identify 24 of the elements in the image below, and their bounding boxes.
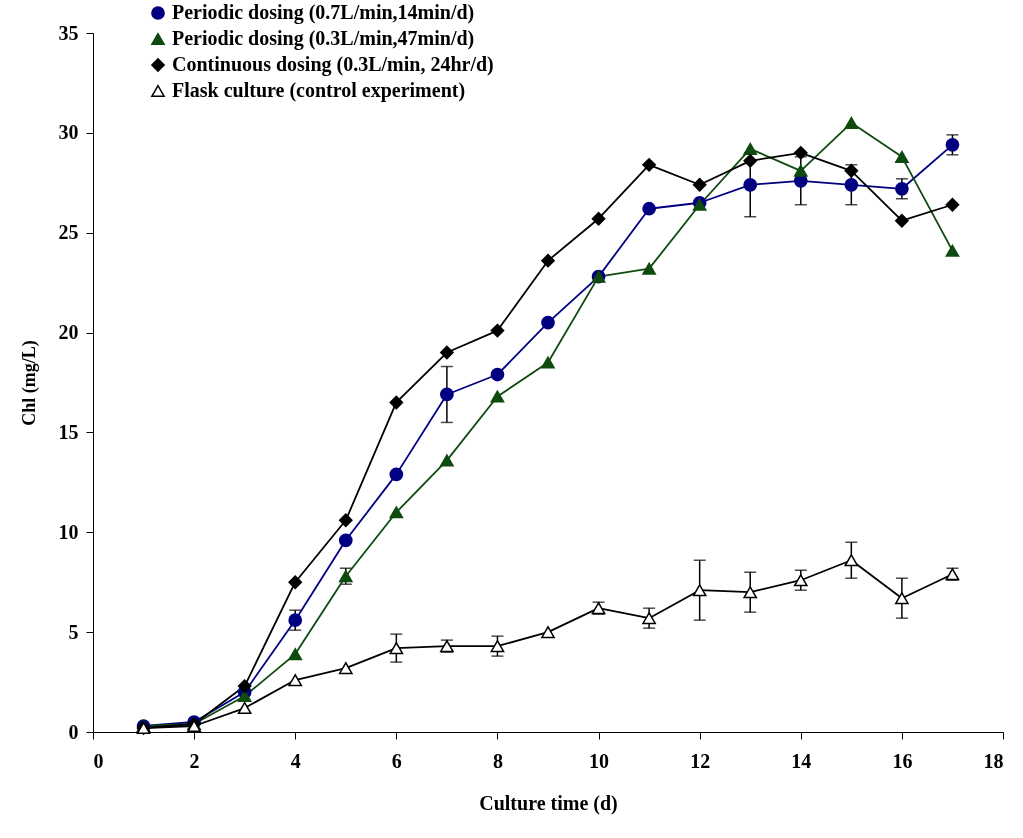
x-tick-label: 2 <box>189 749 200 772</box>
x-tick-label: 4 <box>290 749 301 772</box>
y-tick-label: 10 <box>58 520 79 543</box>
x-tick-label: 6 <box>391 749 402 772</box>
y-axis-title: Chl (mg/L) <box>18 340 40 426</box>
x-tick-label: 12 <box>690 749 711 772</box>
y-tick-label: 35 <box>58 21 79 44</box>
legend-label: Periodic dosing (0.3L/min,47min/d) <box>172 27 475 50</box>
x-tick-label: 16 <box>892 749 913 772</box>
legend-label: Continuous dosing (0.3L/min, 24hr/d) <box>172 53 494 76</box>
x-tick-label: 14 <box>791 749 812 772</box>
legend-label: Flask culture (control experiment) <box>172 79 466 102</box>
y-tick-label: 5 <box>68 620 79 643</box>
x-tick-label: 18 <box>983 749 1004 772</box>
x-tick-label: 8 <box>492 749 503 772</box>
y-tick-label: 20 <box>58 321 79 344</box>
y-tick-label: 15 <box>58 420 79 443</box>
y-tick-label: 30 <box>58 121 79 144</box>
x-tick-label: 10 <box>589 749 610 772</box>
x-tick-label: 0 <box>93 749 104 772</box>
y-tick-label: 0 <box>68 720 79 743</box>
y-tick-label: 25 <box>58 221 79 244</box>
x-axis-title: Culture time (d) <box>479 791 618 815</box>
legend-label: Periodic dosing (0.7L/min,14min/d) <box>172 1 475 24</box>
